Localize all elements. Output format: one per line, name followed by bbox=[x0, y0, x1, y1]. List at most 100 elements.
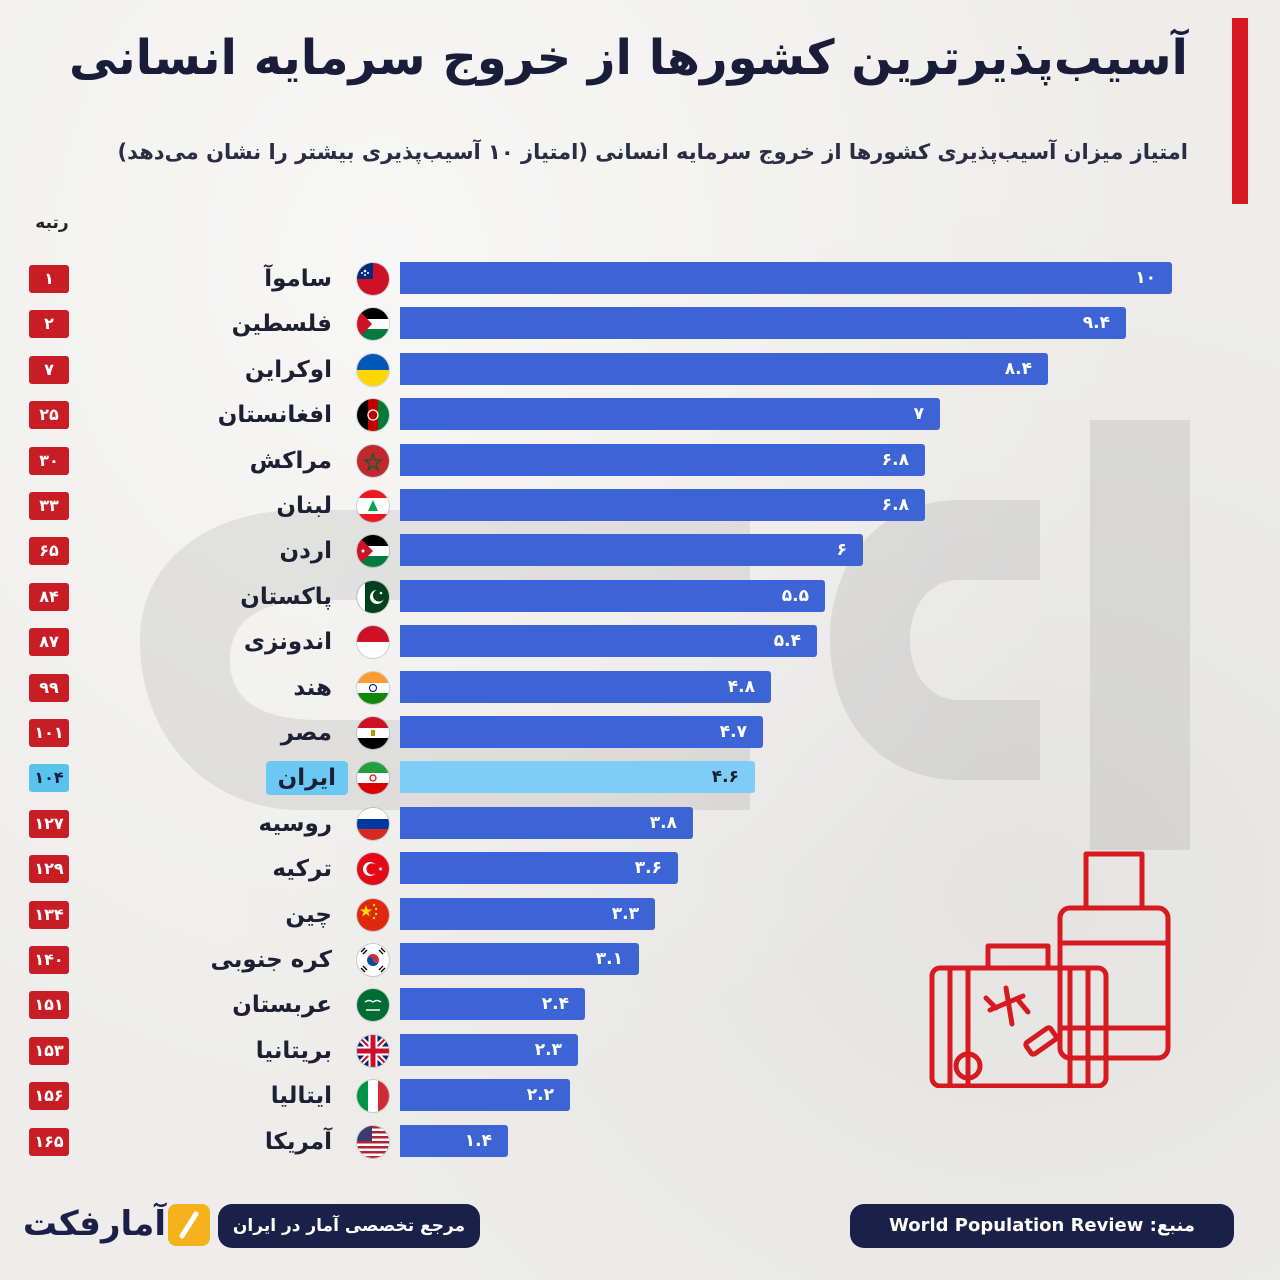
chart-row: ۱۶۵ آمریکا ۱.۴ bbox=[0, 1124, 1280, 1159]
data-label: ۲.۲ bbox=[526, 1085, 554, 1106]
category-label: پاکستان bbox=[240, 583, 332, 610]
source-credit: منبع: World Population Review bbox=[850, 1204, 1234, 1248]
bar bbox=[400, 988, 585, 1021]
category-label: چین bbox=[285, 901, 332, 928]
china-flag-icon bbox=[357, 898, 389, 931]
rank-badge: ۱۳۴ bbox=[29, 900, 69, 929]
rank-badge: ۳۳ bbox=[29, 492, 69, 520]
samoa-flag-icon bbox=[357, 263, 389, 295]
data-label: ۵.۴ bbox=[773, 631, 801, 652]
bar bbox=[400, 1079, 570, 1112]
category-label: اردن bbox=[279, 538, 332, 565]
bar bbox=[400, 716, 763, 748]
data-label: ۴.۶ bbox=[711, 767, 739, 788]
chart-row: ۹۹ هند ۴.۸ bbox=[0, 670, 1280, 705]
category-label: هند bbox=[293, 674, 332, 701]
data-label: ۳.۶ bbox=[634, 858, 662, 879]
united-kingdom-flag-icon bbox=[357, 1034, 389, 1067]
rank-badge: ۱ bbox=[29, 265, 69, 293]
bar bbox=[400, 352, 1048, 385]
bar bbox=[400, 943, 639, 975]
data-label: ۲.۴ bbox=[541, 994, 569, 1015]
bar bbox=[400, 670, 771, 703]
category-label: اوکراین bbox=[244, 356, 332, 383]
chart-subtitle: امتیاز میزان آسیب‌پذیری کشورها از خروج س… bbox=[117, 140, 1189, 164]
category-label: ایتالیا bbox=[270, 1083, 332, 1110]
bar bbox=[400, 307, 1126, 340]
rank-badge: ۱۵۱ bbox=[29, 991, 69, 1020]
data-label: ۶.۸ bbox=[881, 449, 909, 470]
data-label: ۴.۷ bbox=[719, 722, 747, 742]
south-korea-flag-icon bbox=[357, 944, 389, 976]
category-label: ایران bbox=[265, 761, 348, 796]
category-label: فلسطین bbox=[231, 311, 332, 338]
chart-row: ۱۴۰ کره جنوبی ۳.۱ bbox=[0, 943, 1280, 977]
rank-badge: ۳۰ bbox=[29, 446, 69, 475]
category-label: بریتانیا bbox=[255, 1037, 332, 1064]
rank-badge: ۹۹ bbox=[29, 673, 69, 702]
iran-flag-icon bbox=[357, 762, 389, 795]
data-label: ۵.۵ bbox=[781, 585, 809, 606]
chart-row: ۱۰۱ مصر ۴.۷ bbox=[0, 716, 1280, 750]
data-label: ۶.۸ bbox=[881, 495, 909, 515]
category-label: کره جنوبی bbox=[210, 947, 332, 973]
category-label: اندونزی bbox=[243, 629, 332, 656]
data-label: ۱۰ bbox=[1135, 268, 1156, 288]
italy-flag-icon bbox=[357, 1080, 389, 1113]
pakistan-flag-icon bbox=[357, 580, 389, 613]
rank-badge: ۱۲۷ bbox=[29, 809, 69, 838]
rank-badge: ۱۵۳ bbox=[29, 1036, 69, 1065]
category-label: لبنان bbox=[276, 493, 332, 519]
chart-row: ۳۳ لبنان ۶.۸ bbox=[0, 489, 1280, 523]
rank-badge: ۱۰۱ bbox=[29, 719, 69, 747]
rank-badge: ۶۵ bbox=[29, 537, 69, 566]
chart-row: ۱۳۴ چین ۳.۳ bbox=[0, 897, 1280, 932]
bar bbox=[400, 262, 1172, 294]
rank-badge: ۱۲۹ bbox=[29, 855, 69, 884]
data-label: ۳.۱ bbox=[595, 949, 623, 969]
jordan-flag-icon bbox=[357, 535, 389, 568]
data-label: ۷ bbox=[913, 404, 924, 425]
bar bbox=[400, 806, 693, 839]
amarfact-logo-text: آمارفکت bbox=[22, 1204, 166, 1244]
chart-row: ۱ ساموآ ۱۰ bbox=[0, 262, 1280, 296]
bar bbox=[400, 534, 863, 567]
data-label: ۴.۸ bbox=[727, 676, 755, 697]
united-states-flag-icon bbox=[357, 1125, 389, 1158]
rank-badge: ۲ bbox=[29, 310, 69, 339]
category-label: روسیه bbox=[258, 810, 333, 837]
rank-badge: ۲۵ bbox=[29, 401, 69, 430]
bar bbox=[400, 489, 925, 521]
lebanon-flag-icon bbox=[357, 490, 389, 522]
category-label: ساموآ bbox=[264, 266, 332, 292]
data-label: ۶ bbox=[836, 540, 847, 561]
category-label: ترکیه bbox=[272, 856, 332, 883]
category-label: عربستان bbox=[232, 992, 332, 1019]
rank-badge: ۱۴۰ bbox=[29, 946, 69, 974]
rank-badge: ۸۴ bbox=[29, 582, 69, 611]
data-label: ۱.۴ bbox=[464, 1130, 492, 1151]
morocco-flag-icon bbox=[357, 444, 389, 477]
chart-title: آسیب‌پذیرترین کشورها از خروج سرمایه انسا… bbox=[69, 30, 1188, 86]
data-label: ۸.۴ bbox=[1004, 358, 1032, 379]
category-label: افغانستان bbox=[217, 402, 332, 429]
bar bbox=[400, 579, 825, 612]
chart-row: ۱۵۶ ایتالیا ۲.۲ bbox=[0, 1079, 1280, 1113]
chart-row: ۸۷ اندونزی ۵.۴ bbox=[0, 625, 1280, 659]
chart-row: ۱۵۱ عربستان ۲.۴ bbox=[0, 988, 1280, 1022]
rank-badge: ۷ bbox=[29, 355, 69, 384]
afghanistan-flag-icon bbox=[357, 399, 389, 432]
rank-badge: ۱۶۵ bbox=[29, 1127, 69, 1156]
saudi-arabia-flag-icon bbox=[357, 989, 389, 1022]
bar bbox=[400, 1033, 578, 1066]
turkey-flag-icon bbox=[357, 853, 389, 886]
palestine-flag-icon bbox=[357, 308, 389, 341]
bar bbox=[400, 852, 678, 885]
category-label: مصر bbox=[280, 720, 332, 746]
bar bbox=[400, 398, 940, 431]
chart-row: ۱۰۴ ایران ۴.۶ bbox=[0, 761, 1280, 796]
bar bbox=[400, 761, 755, 794]
data-label: ۳.۸ bbox=[649, 812, 677, 833]
chart-row: ۶۵ اردن ۶ bbox=[0, 534, 1280, 568]
india-flag-icon bbox=[357, 671, 389, 704]
